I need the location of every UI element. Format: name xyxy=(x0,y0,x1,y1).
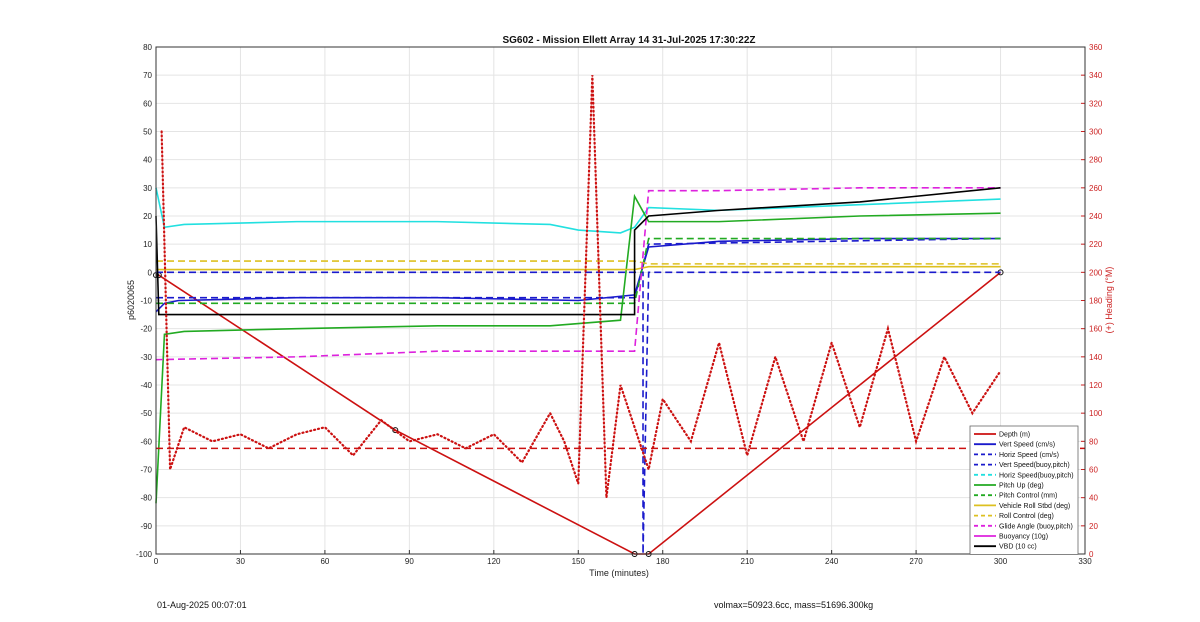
y2-tick-label: 360 xyxy=(1089,43,1103,52)
legend: Depth (m) Vert Speed (cm/s) Horiz Speed (c… xyxy=(969,425,1079,555)
y-tick-label: 60 xyxy=(143,99,152,108)
y2-tick-label: 300 xyxy=(1089,128,1103,137)
y2-tick-label: 100 xyxy=(1089,409,1103,418)
y-tick-label: -70 xyxy=(140,466,152,475)
y2-tick-label: 180 xyxy=(1089,297,1103,306)
x-tick-label: 90 xyxy=(405,557,414,566)
series-vbd-10-cc xyxy=(155,187,1001,316)
y2-tick-label: 320 xyxy=(1089,99,1103,108)
x-tick-label: 270 xyxy=(909,557,923,566)
y2-tick-label: 80 xyxy=(1089,437,1098,446)
x-tick-label: 330 xyxy=(1078,557,1092,566)
y-tick-label: 40 xyxy=(143,156,152,165)
legend-label: VBD (10 cc) xyxy=(999,544,1037,551)
x-axis-label: Time (minutes) xyxy=(589,568,649,578)
y-tick-label: 0 xyxy=(148,268,153,277)
series-heading-m xyxy=(160,75,1002,498)
x-tick-label: 210 xyxy=(741,557,755,566)
y-tick-label: -90 xyxy=(140,522,152,531)
series-horiz-speed-cm-s xyxy=(156,271,1001,555)
y-tick-label: -20 xyxy=(140,325,152,334)
y-tick-label: -40 xyxy=(140,381,152,390)
x-tick-label: 240 xyxy=(825,557,839,566)
y-tick-label: 30 xyxy=(143,184,152,193)
y2-tick-label: 0 xyxy=(1089,550,1094,559)
y2-tick-label: 20 xyxy=(1089,522,1098,531)
y2-tick-label: 140 xyxy=(1089,353,1103,362)
y2-tick-label: 160 xyxy=(1089,325,1103,334)
x-tick-label: 300 xyxy=(994,557,1008,566)
y-tick-label: -60 xyxy=(140,437,152,446)
y-tick-label: -80 xyxy=(140,494,152,503)
legend-label: Depth (m) xyxy=(999,432,1030,439)
y-axis-label: p6020065 xyxy=(126,280,136,320)
legend-label: Vert Speed(buoy,pitch) xyxy=(999,462,1070,469)
y-tick-label: -100 xyxy=(136,550,153,559)
y-tick-label: 80 xyxy=(143,43,152,52)
y-tick-label: -10 xyxy=(140,297,152,306)
y2-tick-label: 220 xyxy=(1089,240,1103,249)
series-pitch-up-deg xyxy=(155,193,1001,504)
y-tick-label: 20 xyxy=(143,212,152,221)
y2-tick-label: 260 xyxy=(1089,184,1103,193)
y-tick-label: -50 xyxy=(140,409,152,418)
chart-title: SG602 - Mission Ellett Array 14 31-Jul-2… xyxy=(502,35,755,46)
series-glide-angle-buoy-pitch xyxy=(155,187,1001,361)
depth-marker xyxy=(392,427,399,434)
y2-tick-label: 340 xyxy=(1089,71,1103,80)
y2-axis-label: (+) Heading (°M) xyxy=(1104,267,1114,334)
y-tick-label: 70 xyxy=(143,71,152,80)
footer-volmax-mass: volmax=50923.6cc, mass=51696.300kg xyxy=(714,600,874,610)
series-pitch-control-mm xyxy=(156,237,1001,305)
x-tick-label: 60 xyxy=(320,557,329,566)
y2-tick-label: 60 xyxy=(1089,466,1098,475)
legend-label: Horiz Speed(buoy,pitch) xyxy=(999,472,1074,479)
x-tick-label: 0 xyxy=(154,557,159,566)
legend-label: Horiz Speed (cm/s) xyxy=(999,452,1059,459)
series-layer xyxy=(153,75,1085,557)
plot-frame xyxy=(155,46,1086,555)
axes: 0 30 60 90 120 150 180 210 240 270 300 330-100-90-8… xyxy=(136,43,1103,566)
x-tick-label: 30 xyxy=(236,557,245,566)
footer-timestamp: 01-Aug-2025 00:07:01 xyxy=(157,600,247,610)
y2-tick-label: 200 xyxy=(1089,268,1103,277)
legend-box xyxy=(969,425,1079,555)
legend-label: Vehicle Roll Stbd (deg) xyxy=(999,503,1070,510)
legend-label: Pitch Up (deg) xyxy=(999,483,1044,490)
y2-tick-label: 280 xyxy=(1089,156,1103,165)
legend-label: Roll Control (deg) xyxy=(999,513,1054,520)
legend-label: Pitch Control (mm) xyxy=(999,493,1057,500)
series-vert-speed-cm-s xyxy=(155,237,1001,313)
legend-label: Glide Angle (buoy,pitch) xyxy=(999,523,1073,530)
legend-label: Buoyancy (10g) xyxy=(999,534,1048,541)
legend-label: Vert Speed (cm/s) xyxy=(999,442,1055,449)
x-tick-label: 150 xyxy=(572,557,586,566)
x-tick-label: 120 xyxy=(487,557,501,566)
y-tick-label: 50 xyxy=(143,128,152,137)
y2-tick-label: 120 xyxy=(1089,381,1103,390)
y2-tick-label: 240 xyxy=(1089,212,1103,221)
y2-tick-label: 40 xyxy=(1089,494,1098,503)
x-tick-label: 180 xyxy=(656,557,670,566)
y-tick-label: 10 xyxy=(143,240,152,249)
y-tick-label: -30 xyxy=(140,353,152,362)
